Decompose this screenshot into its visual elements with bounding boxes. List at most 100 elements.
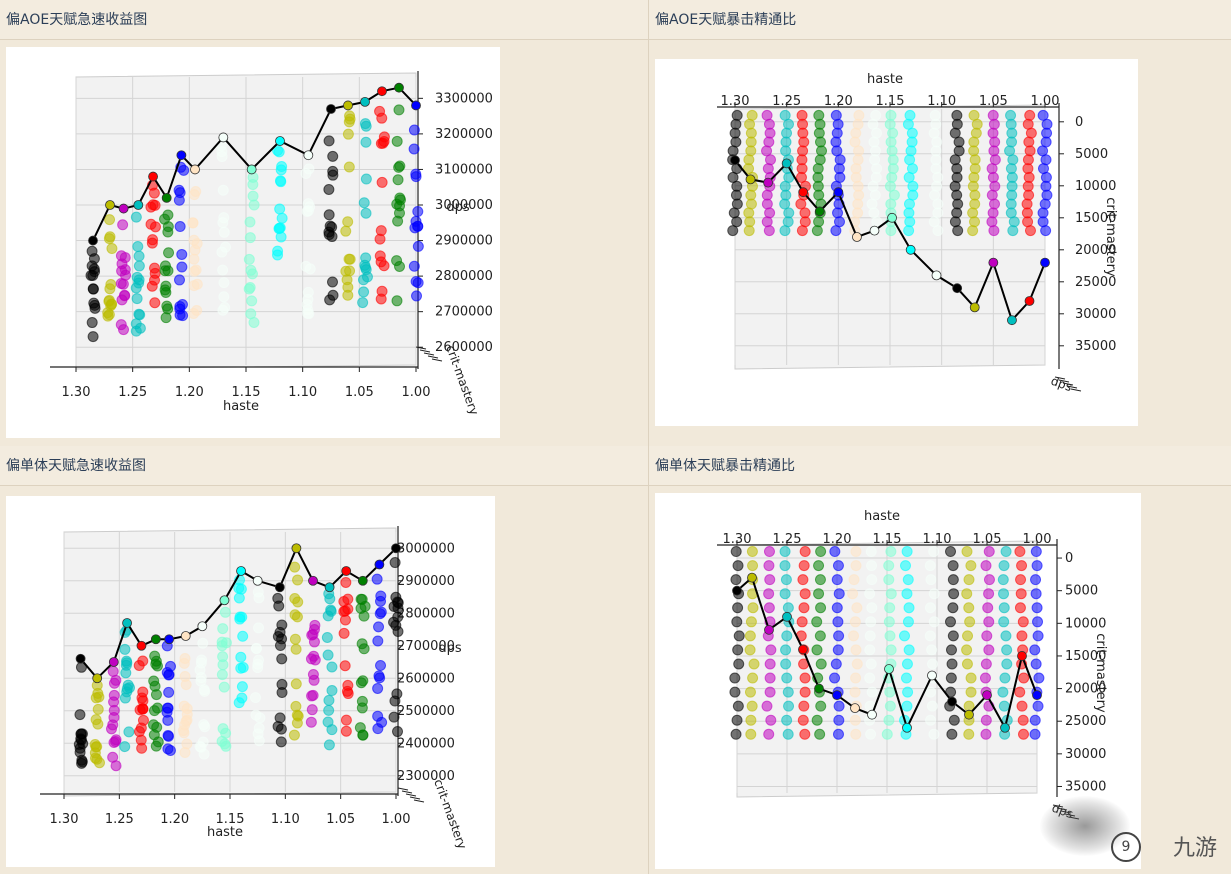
data-point <box>814 728 826 740</box>
data-point <box>176 248 188 260</box>
y-axis-label: dps <box>446 200 470 215</box>
data-point <box>925 574 937 586</box>
data-point <box>217 623 229 635</box>
data-point <box>219 606 231 618</box>
data-point <box>928 616 940 628</box>
data-point <box>392 215 404 227</box>
ridge-point <box>964 709 974 720</box>
data-point <box>798 700 810 712</box>
y-tick-label: 25000 <box>1065 714 1106 729</box>
data-point <box>412 206 424 218</box>
data-point <box>763 546 775 558</box>
data-point <box>851 602 863 614</box>
data-point <box>290 643 302 655</box>
data-point <box>928 546 940 558</box>
data-point <box>357 675 369 687</box>
data-point <box>104 283 116 295</box>
data-point <box>341 685 353 697</box>
data-point <box>412 240 424 252</box>
data-point <box>309 654 321 666</box>
data-point <box>811 714 823 726</box>
data-point <box>864 588 876 600</box>
data-point <box>813 588 825 600</box>
data-point <box>998 560 1010 572</box>
data-point <box>999 672 1011 684</box>
data-point <box>159 284 171 296</box>
data-point <box>866 686 878 698</box>
data-point <box>997 686 1009 698</box>
data-point <box>274 712 286 724</box>
data-point <box>1032 630 1044 642</box>
data-point <box>289 633 301 645</box>
data-point <box>233 592 245 604</box>
data-point <box>947 602 959 614</box>
ridge-point <box>176 150 187 161</box>
ridge-point <box>814 683 824 694</box>
data-point <box>90 741 102 753</box>
data-point <box>162 265 174 277</box>
data-point <box>987 127 999 139</box>
data-point <box>1001 658 1013 670</box>
y-tick-label: 15000 <box>1075 211 1116 226</box>
data-point <box>187 217 199 229</box>
data-point <box>744 630 756 642</box>
ridge-point <box>377 86 387 97</box>
data-point <box>902 118 914 130</box>
data-point <box>968 145 980 157</box>
data-point <box>358 197 370 209</box>
data-point <box>944 616 956 628</box>
y-tick-label: 3200000 <box>435 127 493 142</box>
data-point <box>831 602 843 614</box>
data-point <box>962 630 974 642</box>
data-point <box>340 725 352 737</box>
data-point <box>323 704 335 716</box>
y-axis-label: crit-mastery <box>1093 633 1108 713</box>
data-point <box>949 180 961 192</box>
data-point <box>730 546 742 558</box>
data-point <box>300 260 312 272</box>
x-tick-label: 1.10 <box>923 532 952 547</box>
data-point <box>902 686 914 698</box>
data-point <box>151 660 163 672</box>
y-tick-label: 0 <box>1075 115 1083 130</box>
data-point <box>847 588 859 600</box>
data-point <box>980 728 992 740</box>
ridge-point <box>814 206 825 217</box>
data-point <box>781 630 793 642</box>
data-point <box>829 672 841 684</box>
x-tick-label: 1.10 <box>271 812 300 827</box>
data-point <box>106 243 118 255</box>
data-point <box>92 718 104 730</box>
panel-title-2: 偏AOE天赋暴击精通比 <box>649 0 1231 40</box>
data-point <box>302 293 314 305</box>
data-point <box>967 225 979 237</box>
data-point <box>1029 714 1041 726</box>
z-tick <box>409 796 421 800</box>
data-point <box>371 573 383 585</box>
data-point <box>173 274 185 286</box>
data-point <box>743 225 755 237</box>
x-tick-label: 1.15 <box>873 532 902 547</box>
data-point <box>1014 602 1026 614</box>
y-tick-label: 2700000 <box>435 305 493 320</box>
data-point <box>234 613 246 625</box>
data-point <box>289 609 301 621</box>
ridge-point <box>1040 257 1050 268</box>
y-tick-label: 20000 <box>1065 682 1106 697</box>
y-tick-label: 2300000 <box>397 769 455 784</box>
y-tick-label: 3000000 <box>397 541 455 556</box>
data-point <box>243 283 255 295</box>
data-point <box>150 689 162 701</box>
data-point <box>967 207 979 219</box>
data-point <box>274 203 286 215</box>
data-point <box>276 212 288 224</box>
data-point <box>868 136 880 148</box>
data-point <box>133 308 145 320</box>
data-point <box>1017 728 1029 740</box>
data-point <box>980 658 992 670</box>
data-point <box>149 262 161 274</box>
z-tick <box>1066 385 1078 389</box>
data-point <box>799 546 811 558</box>
z-tick <box>415 346 427 350</box>
data-point <box>245 308 257 320</box>
